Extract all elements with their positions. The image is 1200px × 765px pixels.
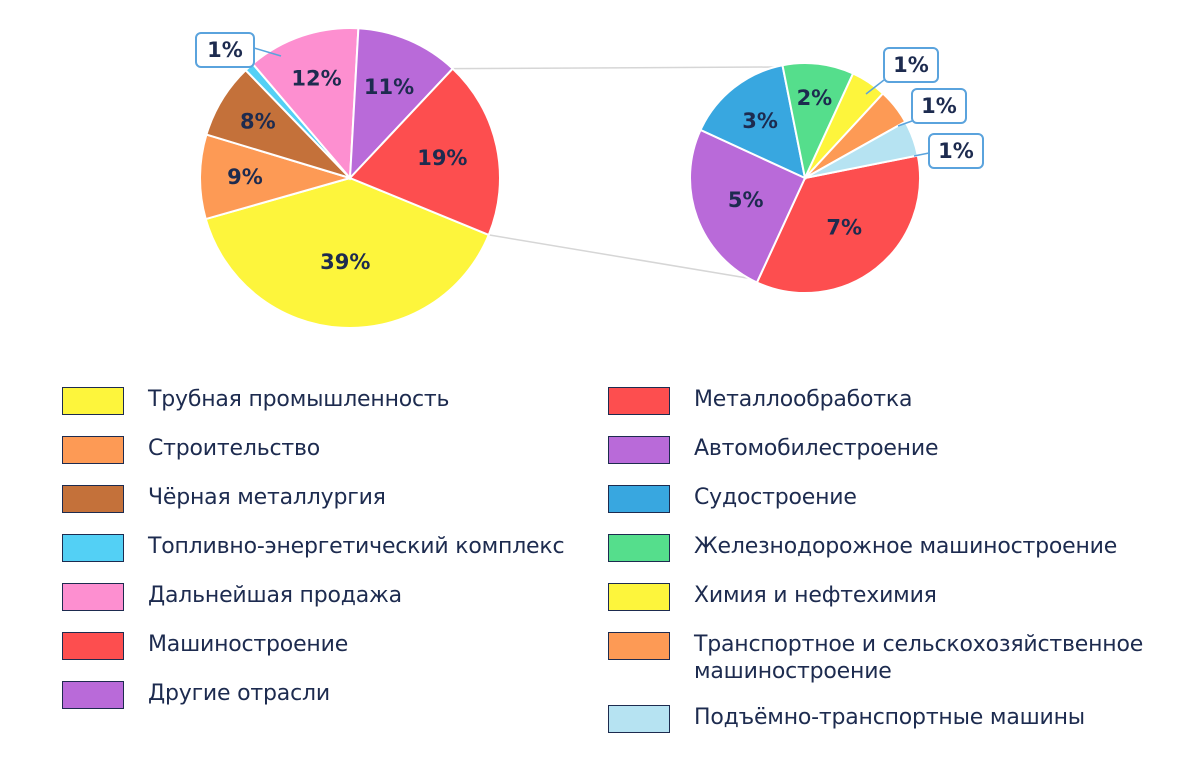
data-label: 7% (826, 216, 862, 240)
pie-slice (348, 67, 501, 237)
callout-box (928, 133, 984, 169)
data-label: 1% (938, 139, 974, 163)
connector-line-top (452, 66, 776, 70)
legend-item-pipe-industry: Трубная промышленность (62, 386, 602, 416)
legend-swatch (608, 705, 670, 733)
legend-swatch (62, 436, 124, 464)
legend-item-metalworking: Металлообработка (608, 386, 1188, 416)
legend-item-transport-agri: Транспортное и сельскохозяйственное маши… (608, 631, 1188, 685)
legend-swatch (608, 534, 670, 562)
data-label: 2% (797, 86, 833, 110)
callout-leader (897, 120, 913, 127)
legend-item-machine-building: Машиностроение (62, 631, 602, 661)
legend-swatch (62, 583, 124, 611)
legend-swatch (608, 436, 670, 464)
legend-item-automotive: Автомобилестроение (608, 435, 1188, 465)
legend-swatch (62, 387, 124, 415)
legend-label: Металлообработка (694, 387, 913, 412)
legend-right: Металлообработка Автомобилестроение Судо… (608, 386, 1188, 753)
pie-slice (755, 154, 921, 294)
data-label: 39% (320, 250, 370, 274)
data-label: 1% (921, 94, 957, 118)
callout-box (195, 32, 255, 68)
data-label: 1% (893, 53, 929, 77)
main-pie (199, 27, 501, 329)
data-label: 1% (207, 38, 243, 62)
legend-swatch (62, 681, 124, 709)
legend-swatch (608, 583, 670, 611)
legend-label: Дальнейшая продажа (148, 583, 402, 608)
legend-item-ferrous-metallurgy: Чёрная металлургия (62, 484, 602, 514)
legend-item-other-industries: Другие отрасли (62, 680, 602, 710)
legend-label: Подъёмно-транспортные машины (694, 705, 1085, 730)
pie-slice (251, 27, 360, 181)
legend-label: Трубная промышленность (148, 387, 450, 412)
data-label: 8% (240, 110, 276, 134)
callout-leader (913, 152, 930, 157)
legend-item-lifting-machines: Подъёмно-транспортные машины (608, 704, 1188, 734)
data-label: 12% (291, 66, 341, 90)
pie-slice (689, 128, 807, 284)
legend-label: Топливно-энергетический комплекс (148, 534, 565, 559)
legend-label: Судостроение (694, 485, 857, 510)
legend-label: Машиностроение (148, 632, 349, 657)
legend-swatch (62, 485, 124, 513)
pie-slice (199, 133, 354, 221)
legend-swatch (608, 632, 670, 660)
legend-item-resale: Дальнейшая продажа (62, 582, 602, 612)
callout-leader (253, 47, 282, 57)
callout-box (911, 88, 967, 124)
pie-slice (204, 176, 491, 329)
legend-swatch (608, 485, 670, 513)
chart-area: 39% 9% 8% 1% 12% 11% 19% 7% 5% 3% 2% 1% 1% 1% (195, 27, 984, 329)
legend-label: Автомобилестроение (694, 436, 939, 461)
pie-slice (781, 62, 855, 182)
data-label: 3% (742, 109, 778, 133)
data-label: 19% (417, 146, 467, 170)
detail-pie (689, 62, 921, 294)
legend-label: Строительство (148, 436, 321, 461)
legend-label: Химия и нефтехимия (694, 583, 937, 608)
data-label: 9% (227, 165, 263, 189)
legend-label: Железнодорожное машиностроение (694, 534, 1118, 559)
legend-item-chemistry: Химия и нефтехимия (608, 582, 1188, 612)
callout-leader (865, 79, 885, 95)
data-label: 5% (728, 188, 764, 212)
pie-slice (699, 64, 807, 180)
data-label: 11% (364, 75, 414, 99)
legend-left: Трубная промышленность Строительство Чёр… (62, 386, 602, 729)
legend-item-construction: Строительство (62, 435, 602, 465)
legend-label: Чёрная металлургия (148, 485, 386, 510)
callout-box (883, 47, 939, 83)
legend-swatch (62, 534, 124, 562)
legend-item-fuel-energy: Топливно-энергетический комплекс (62, 533, 602, 563)
legend-label: Транспортное и сельскохозяйственное маши… (694, 632, 1144, 684)
legend-swatch (608, 387, 670, 415)
legend-item-railway: Железнодорожное машиностроение (608, 533, 1188, 563)
legend-swatch (62, 632, 124, 660)
pie-slice (348, 27, 455, 181)
legend-item-shipbuilding: Судостроение (608, 484, 1188, 514)
legend-label: Другие отрасли (148, 681, 330, 706)
connector-line-bottom (488, 234, 754, 280)
